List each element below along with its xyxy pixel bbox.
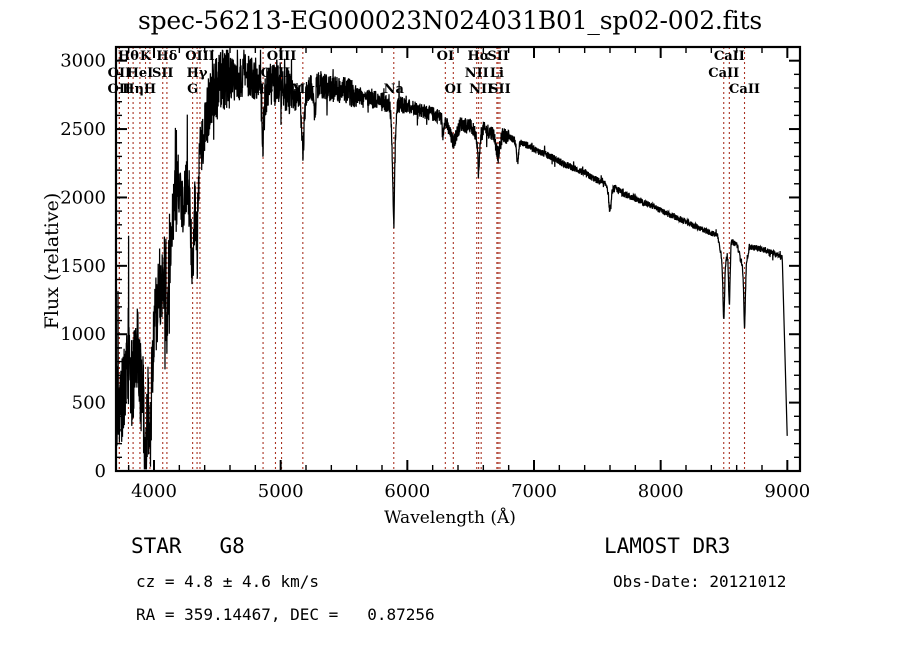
x-tick-label: 6000 <box>384 481 430 502</box>
y-tick-label: 2500 <box>60 119 106 140</box>
x-tick-label: 7000 <box>511 481 557 502</box>
line-annotation-label: HeI <box>127 66 154 81</box>
x-axis-title: Wavelength (Å) <box>384 508 516 528</box>
line-annotation-label: OII <box>108 66 132 81</box>
line-annotation-label: H <box>144 82 156 97</box>
line-annotation-label: OII <box>108 82 132 97</box>
line-annotation-label: NII <box>469 82 493 97</box>
coordinates-label: RA = 359.14467, DEC = 0.87256 <box>136 605 435 624</box>
line-annotation-label: NII <box>465 66 489 81</box>
survey-label: LAMOST DR3 <box>604 534 731 558</box>
line-annotation-label: OI <box>437 49 454 64</box>
line-annotation-label: Hα <box>467 49 489 64</box>
line-annotation-label: Na <box>384 82 405 97</box>
line-annotation-label: SII <box>487 49 509 64</box>
line-annotation-label: SII <box>152 66 174 81</box>
line-annotation-label: G <box>187 82 198 97</box>
line-annotation-label: CaII <box>714 49 745 64</box>
line-annotation-label: OIII <box>185 49 215 64</box>
line-annotation-label: Hθ <box>118 49 139 64</box>
line-annotation-label: Hδ <box>156 49 177 64</box>
y-tick-label: 0 <box>95 461 106 482</box>
line-annotation-label: Hβ <box>253 82 274 97</box>
obs-date-label: Obs-Date: 20121012 <box>613 572 787 591</box>
y-tick-label: 3000 <box>60 51 106 72</box>
x-tick-label: 5000 <box>258 481 304 502</box>
cz-label: cz = 4.8 ± 4.6 km/s <box>136 572 320 591</box>
line-annotation-label: SII <box>489 82 511 97</box>
line-annotation-label: K <box>140 49 152 64</box>
axis-ticks-group: 4000 5000 6000 7000 8000 9000 0 500 1000 1500 2000… <box>60 47 810 502</box>
page-title: spec-56213-EG000023N024031B01_sp02-002.f… <box>138 6 762 35</box>
line-annotation-label: OIII <box>261 66 291 81</box>
line-annotation-label: Hη <box>122 82 144 97</box>
line-annotation-label: OIII <box>267 49 297 64</box>
x-tick-label: 9000 <box>764 481 810 502</box>
x-tick-label: 4000 <box>131 481 177 502</box>
line-annotation-label: Li <box>490 66 504 81</box>
line-annotation-label: CaII <box>708 66 739 81</box>
object-class-label: STAR G8 <box>131 534 245 558</box>
line-annotation-label: Hγ <box>187 66 208 81</box>
y-tick-label: 1000 <box>60 324 106 345</box>
y-tick-label: 500 <box>72 393 106 414</box>
y-tick-label: 1500 <box>60 256 106 277</box>
spectrum-trace <box>115 49 788 470</box>
plot-frame <box>114 45 802 473</box>
y-axis-title: Flux (relative) <box>41 192 63 330</box>
y-tick-label: 2000 <box>60 187 106 208</box>
line-annotation-label: Mg <box>291 82 314 97</box>
x-tick-label: 8000 <box>638 481 684 502</box>
line-annotation-label: CaII <box>729 82 760 97</box>
line-annotation-label: OI <box>445 82 462 97</box>
